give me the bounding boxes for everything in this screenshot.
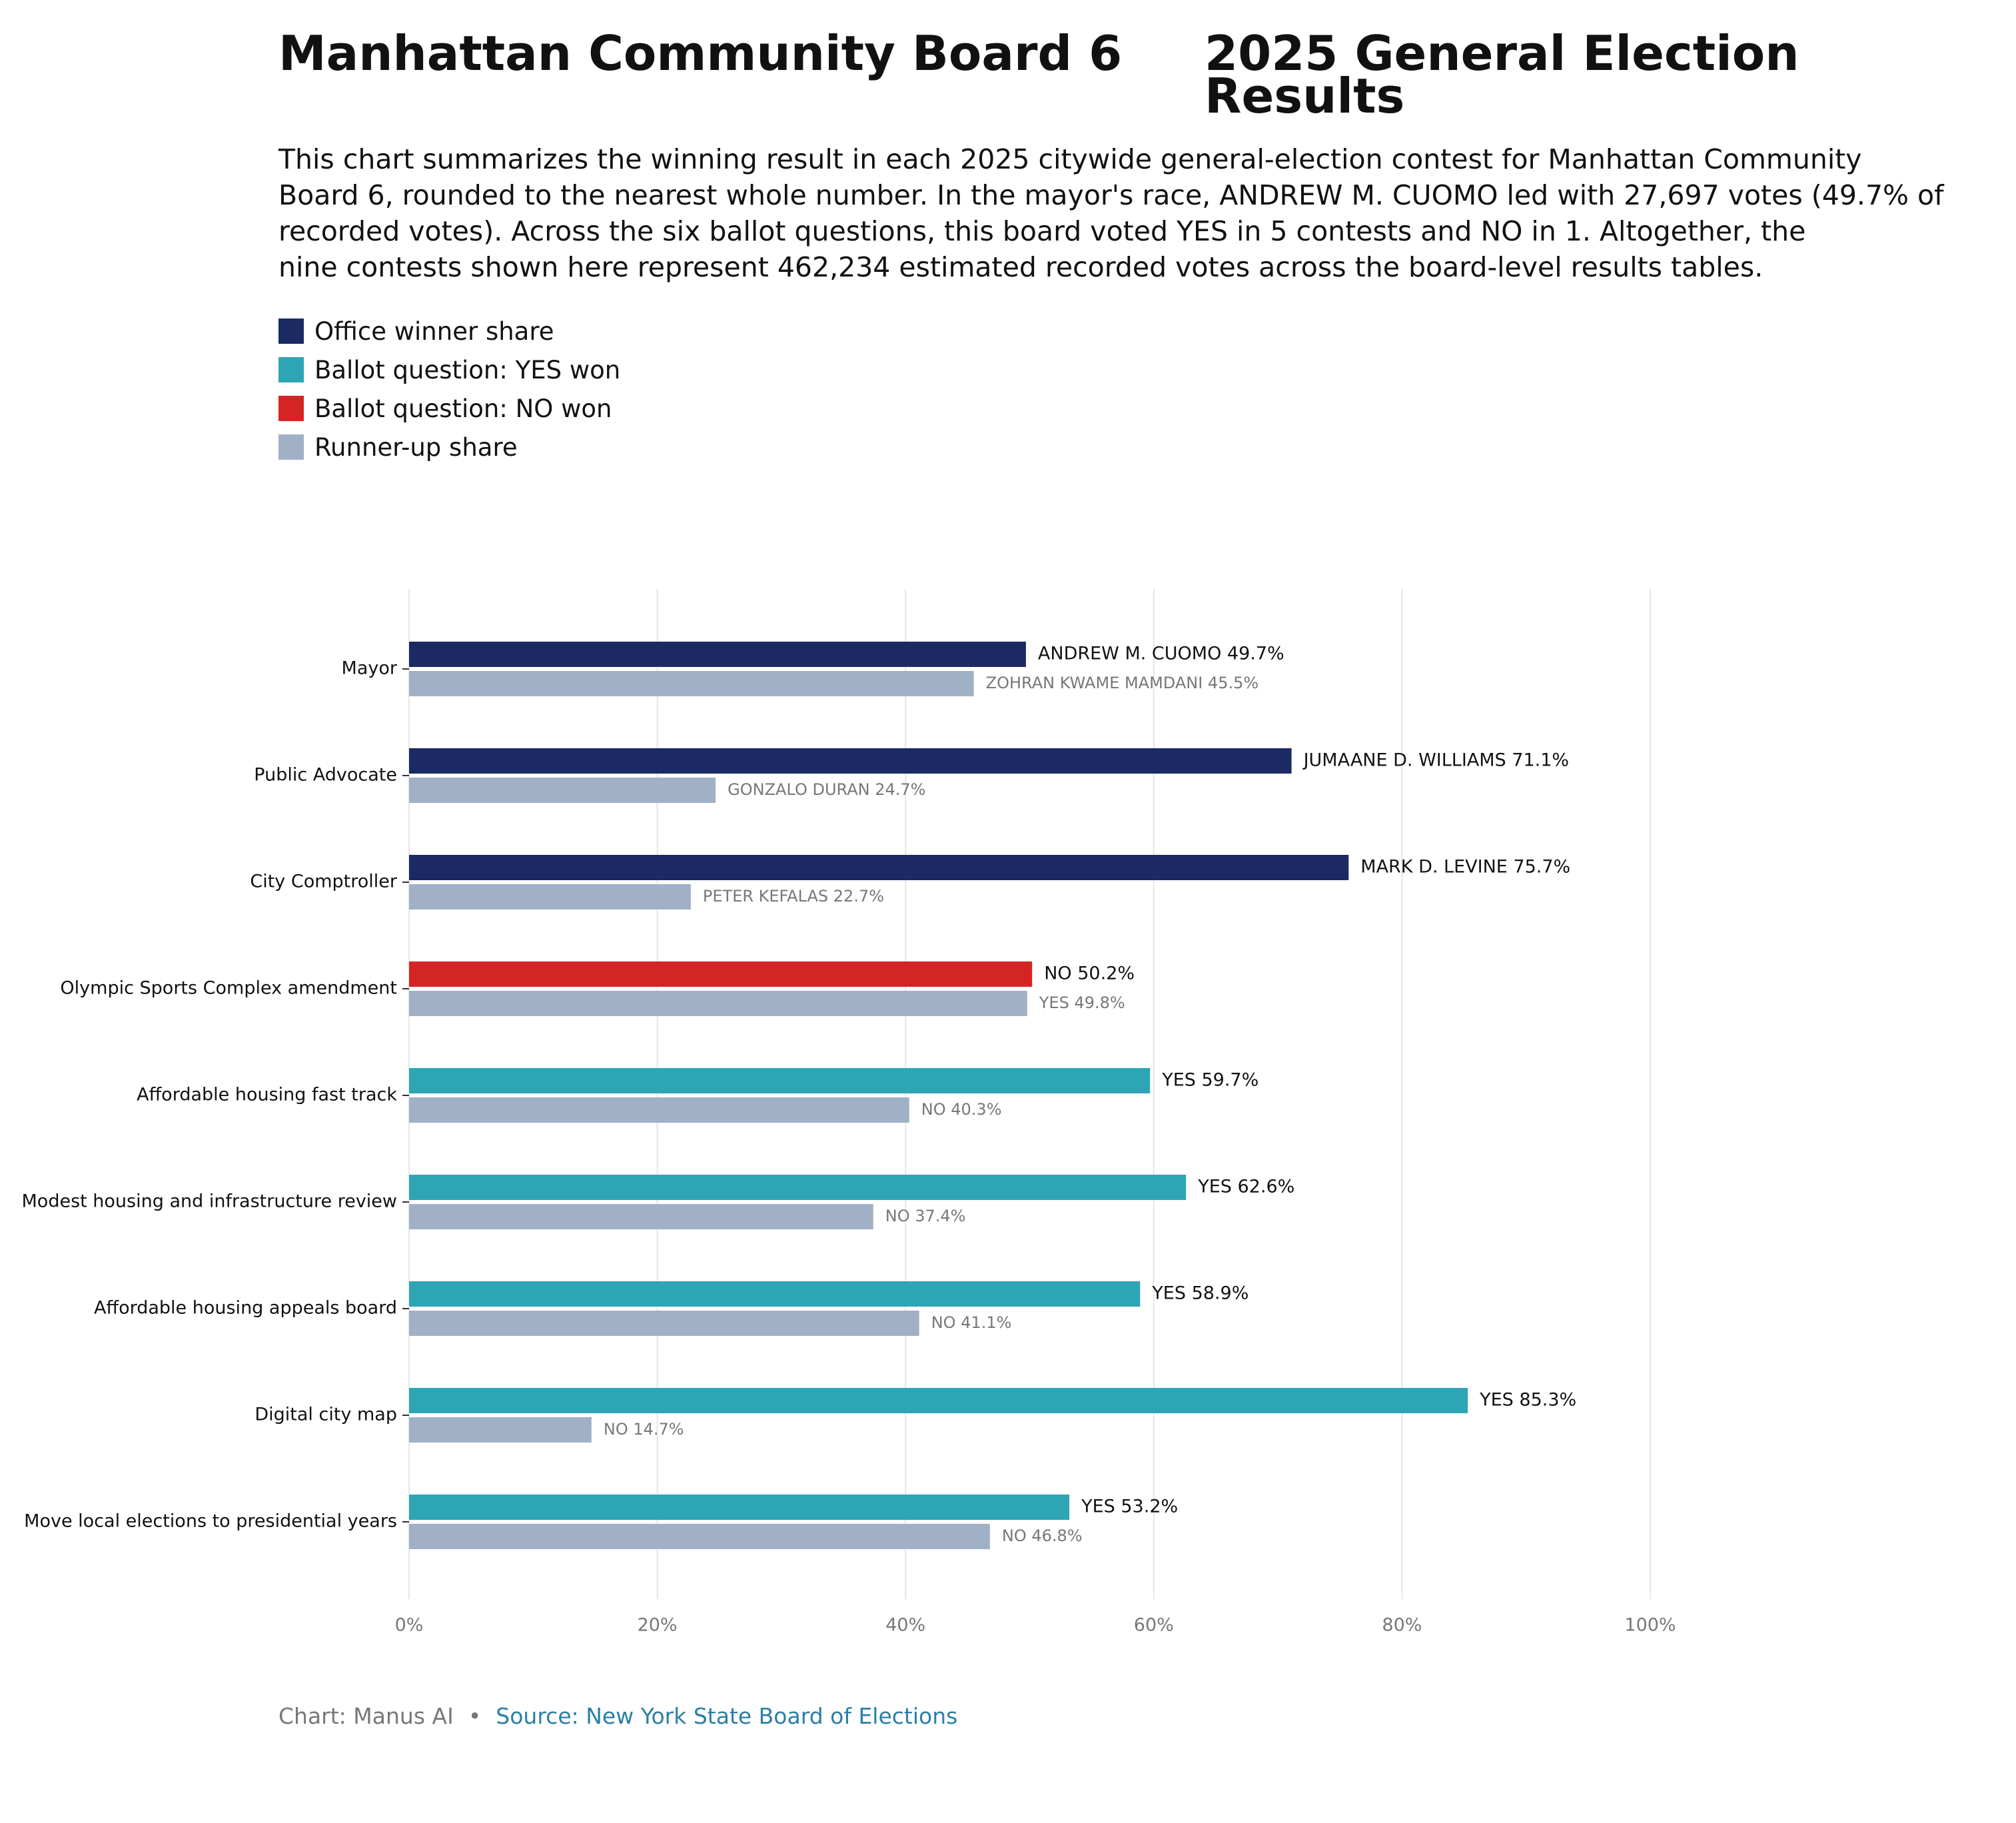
winner-data-label: ANDREW M. CUOMO 49.7% xyxy=(1038,644,1284,664)
category-label: Move local elections to presidential yea… xyxy=(24,1511,397,1532)
footer: Chart: Manus AI • Source: New York State B… xyxy=(278,1703,957,1729)
category-label: Olympic Sports Complex amendment xyxy=(60,978,397,999)
x-tick-label: 20% xyxy=(638,1615,678,1636)
winner-bar xyxy=(409,1495,1070,1520)
legend-label: Ballot question: YES won xyxy=(314,355,621,384)
winner-data-label: YES 59.7% xyxy=(1161,1070,1259,1091)
runner-up-bar xyxy=(409,1311,919,1336)
winner-data-label: YES 62.6% xyxy=(1197,1177,1294,1197)
legend-label: Ballot question: NO won xyxy=(314,394,612,423)
winner-bar xyxy=(409,642,1026,667)
runner-up-data-label: YES 49.8% xyxy=(1039,993,1125,1012)
legend-swatch-office-winner xyxy=(278,318,304,344)
x-tick-label: 40% xyxy=(885,1615,925,1636)
legend-swatch-runner-up xyxy=(278,434,304,460)
runner-up-data-label: NO 37.4% xyxy=(885,1207,966,1225)
runner-up-data-label: ZOHRAN KWAME MAMDANI 45.5% xyxy=(986,674,1259,692)
winner-bar xyxy=(409,748,1292,774)
category-label: Modest housing and infrastructure review xyxy=(22,1191,398,1212)
winner-bar xyxy=(409,1388,1468,1413)
runner-up-data-label: NO 46.8% xyxy=(1002,1526,1083,1545)
legend-item-yes-won: Ballot question: YES won xyxy=(278,350,620,389)
runner-up-bar xyxy=(409,1417,592,1443)
chart-title-left: Manhattan Community Board 6 xyxy=(278,25,1123,81)
chart-title-right: 2025 General Election Results xyxy=(1205,25,1799,124)
winner-bar xyxy=(409,961,1033,987)
legend-swatch-no-won xyxy=(278,396,304,421)
category-label: City Comptroller xyxy=(250,872,398,892)
runner-up-data-label: NO 41.1% xyxy=(931,1313,1012,1332)
winner-bar xyxy=(409,1281,1141,1307)
winner-bar xyxy=(409,855,1349,880)
x-tick-label: 80% xyxy=(1382,1615,1422,1636)
legend-label: Runner-up share xyxy=(314,432,518,462)
x-tick-label: 100% xyxy=(1624,1615,1676,1636)
runner-up-bar xyxy=(409,1204,873,1229)
legend-swatch-yes-won xyxy=(278,357,304,382)
runner-up-data-label: NO 14.7% xyxy=(604,1420,684,1439)
legend-item-runner-up: Runner-up share xyxy=(278,428,620,466)
winner-data-label: NO 50.2% xyxy=(1044,963,1135,984)
winner-data-label: YES 85.3% xyxy=(1479,1390,1576,1411)
chart-subtitle: This chart summarizes the winning result… xyxy=(278,143,1944,283)
runner-up-data-label: NO 40.3% xyxy=(921,1100,1002,1119)
legend-item-office-winner: Office winner share xyxy=(278,312,620,350)
runner-up-bar xyxy=(409,991,1027,1016)
runner-up-bar xyxy=(409,778,716,803)
category-label: Mayor xyxy=(342,658,398,679)
runner-up-data-label: PETER KEFALAS 22.7% xyxy=(703,887,884,906)
winner-data-label: JUMAANE D. WILLIAMS 71.1% xyxy=(1302,750,1569,771)
winner-bar xyxy=(409,1068,1151,1093)
winner-bar xyxy=(409,1175,1187,1200)
chart-credit: Chart: Manus AI xyxy=(278,1703,454,1729)
winner-data-label: YES 53.2% xyxy=(1081,1497,1178,1517)
legend-label: Office winner share xyxy=(314,316,554,346)
category-label: Digital city map xyxy=(254,1405,397,1425)
runner-up-data-label: GONZALO DURAN 24.7% xyxy=(728,780,925,799)
runner-up-bar xyxy=(409,671,974,696)
legend-item-no-won: Ballot question: NO won xyxy=(278,389,620,428)
runner-up-bar xyxy=(409,1097,909,1123)
legend: Office winner share Ballot question: YES… xyxy=(278,312,620,466)
runner-up-bar xyxy=(409,1524,990,1549)
category-label: Affordable housing fast track xyxy=(137,1085,397,1105)
x-tick-label: 60% xyxy=(1134,1615,1174,1636)
winner-data-label: YES 58.9% xyxy=(1151,1283,1249,1304)
source-link[interactable]: Source: New York State Board of Election… xyxy=(496,1703,958,1729)
footer-separator: • xyxy=(468,1703,482,1729)
runner-up-bar xyxy=(409,884,691,910)
x-tick-label: 0% xyxy=(395,1615,424,1636)
category-label: Public Advocate xyxy=(254,765,397,786)
winner-data-label: MARK D. LEVINE 75.7% xyxy=(1360,857,1570,878)
category-label: Affordable housing appeals board xyxy=(94,1298,397,1319)
